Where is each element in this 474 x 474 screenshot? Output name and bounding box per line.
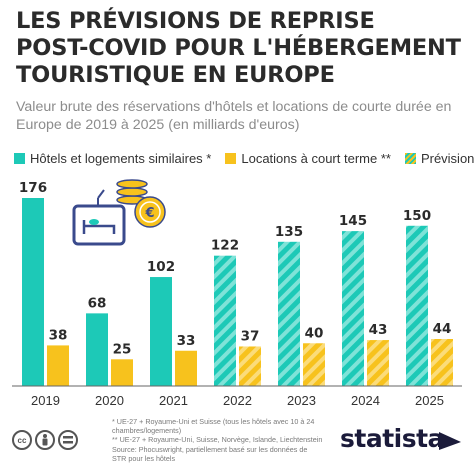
bar-short-2022 [239, 346, 261, 386]
chart-legend: Hôtels et logements similaires * Locatio… [14, 150, 474, 166]
bar-short-2023 [303, 343, 325, 386]
x-tick-2023: 2023 [287, 393, 316, 408]
bar-short-2025 [431, 339, 453, 386]
label-short-2024: 43 [369, 322, 388, 338]
legend-swatch-hotels [14, 152, 25, 164]
bars-group: 176 38 2019 68 25 2020 102 33 2021 122 37 2022 135 40… [19, 180, 453, 408]
title-line-1: LES PRÉVISIONS DE REPRISE [16, 8, 375, 34]
bar-hotels-2023 [278, 241, 300, 386]
x-tick-2022: 2022 [223, 393, 252, 408]
title-line-2: POST-COVID POUR L'HÉBERGEMENT [16, 35, 461, 61]
bar-short-2024 [367, 340, 389, 386]
footnote-line-4: Source: Phocuswright, partiellement basé… [112, 444, 308, 454]
bar-hotels-2024 [342, 231, 364, 386]
footnote-line-3: ** UE-27 + Royaume-Uni, Suisse, Norvège,… [112, 435, 323, 445]
footnote-line-2: chambres/logements) [112, 426, 182, 436]
license-icons: cc [12, 430, 81, 450]
chart-title: LES PRÉVISIONS DE REPRISE POST-COVID POU… [16, 8, 466, 89]
x-tick-2024: 2024 [351, 393, 380, 408]
subtitle-line-2: Europe de 2019 à 2025 (en milliards d'eu… [16, 117, 300, 133]
bar-hotels-2025 [406, 225, 428, 386]
x-tick-2025: 2025 [415, 393, 444, 408]
label-hotels-2021: 102 [147, 259, 175, 275]
label-short-2019: 38 [49, 327, 68, 343]
footnotes: * UE-27 + Royaume-Uni et Suisse (tous le… [112, 417, 342, 463]
bar-short-2020 [111, 359, 133, 386]
label-short-2020: 25 [113, 341, 132, 357]
bar-short-2019 [47, 345, 69, 386]
label-hotels-2024: 145 [339, 213, 367, 229]
x-tick-2019: 2019 [31, 393, 60, 408]
label-short-2022: 37 [241, 328, 260, 344]
label-hotels-2023: 135 [275, 224, 303, 240]
legend-item-short: Locations à court terme ** [225, 151, 391, 166]
bar-chart: € 176 38 2019 68 25 2020 102 33 2021 122 37 2022 135… [12, 179, 462, 408]
legend-label-forecast: Prévisions [420, 150, 474, 166]
subtitle-line-1: Valeur brute des réservations d'hôtels e… [16, 99, 452, 115]
bar-hotels-2019 [22, 198, 44, 386]
footnote-line-1: * UE-27 + Royaume-Uni et Suisse (tous le… [112, 417, 315, 426]
chart-subtitle: Valeur brute des réservations d'hôtels e… [16, 98, 466, 134]
svg-text:€: € [144, 206, 154, 221]
legend-swatch-forecast [404, 152, 416, 164]
label-short-2021: 33 [177, 333, 196, 349]
attribution-icon[interactable] [35, 430, 55, 450]
statista-logo-icon [439, 432, 461, 450]
euro-coins-icon: € [116, 179, 166, 228]
bar-hotels-2022 [214, 255, 236, 386]
legend-item-hotels: Hôtels et logements similaires * [14, 151, 211, 166]
hotel-bed-sign-icon [72, 189, 126, 246]
label-short-2025: 44 [433, 321, 452, 337]
label-short-2023: 40 [305, 325, 324, 341]
label-hotels-2022: 122 [211, 238, 239, 254]
legend-label-hotels: Hôtels et logements similaires * [30, 150, 212, 166]
label-hotels-2025: 150 [403, 208, 431, 224]
no-derivatives-icon[interactable] [58, 430, 78, 450]
footnote-line-5: STR pour les hôtels [112, 453, 176, 463]
legend-swatch-short [225, 152, 237, 164]
legend-label-short: Locations à court terme ** [241, 150, 391, 166]
x-tick-2020: 2020 [95, 393, 124, 408]
bar-short-2021 [175, 350, 197, 386]
x-tick-2021: 2021 [159, 393, 188, 408]
creative-commons-icon[interactable]: cc [12, 430, 32, 450]
label-hotels-2019: 176 [19, 180, 47, 196]
statista-logo[interactable]: statista [340, 424, 444, 453]
legend-item-forecast: Prévisions [404, 150, 474, 166]
title-line-3: TOURISTIQUE EN EUROPE [16, 62, 335, 88]
label-hotels-2020: 68 [88, 295, 107, 311]
bar-hotels-2021 [150, 277, 172, 386]
bar-hotels-2020 [86, 313, 108, 386]
